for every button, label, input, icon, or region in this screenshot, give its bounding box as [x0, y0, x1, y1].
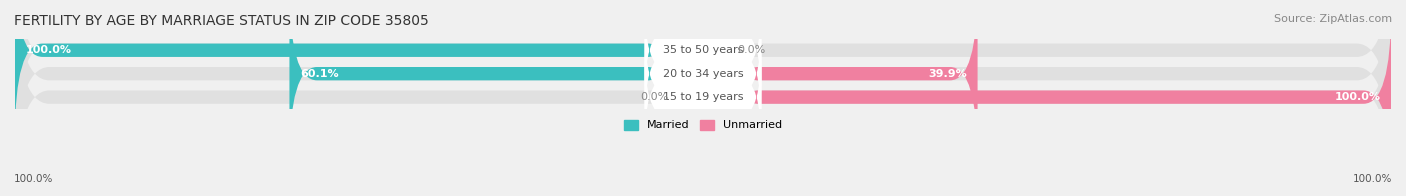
FancyBboxPatch shape [15, 0, 1391, 196]
Text: 20 to 34 years: 20 to 34 years [662, 69, 744, 79]
FancyBboxPatch shape [644, 45, 762, 149]
Text: 60.1%: 60.1% [299, 69, 339, 79]
FancyBboxPatch shape [290, 0, 675, 161]
FancyBboxPatch shape [731, 10, 1391, 184]
FancyBboxPatch shape [644, 0, 762, 102]
Text: 100.0%: 100.0% [1353, 174, 1392, 184]
Text: 0.0%: 0.0% [640, 92, 669, 102]
Text: 35 to 50 years: 35 to 50 years [662, 45, 744, 55]
Legend: Married, Unmarried: Married, Unmarried [620, 115, 786, 135]
FancyBboxPatch shape [731, 0, 977, 161]
FancyBboxPatch shape [644, 22, 762, 125]
Text: 100.0%: 100.0% [14, 174, 53, 184]
FancyBboxPatch shape [15, 0, 1391, 184]
Text: 39.9%: 39.9% [928, 69, 967, 79]
FancyBboxPatch shape [15, 0, 675, 137]
FancyBboxPatch shape [15, 0, 1391, 161]
Text: 0.0%: 0.0% [737, 45, 766, 55]
Text: 100.0%: 100.0% [25, 45, 72, 55]
Text: FERTILITY BY AGE BY MARRIAGE STATUS IN ZIP CODE 35805: FERTILITY BY AGE BY MARRIAGE STATUS IN Z… [14, 14, 429, 28]
Text: 15 to 19 years: 15 to 19 years [662, 92, 744, 102]
Text: Source: ZipAtlas.com: Source: ZipAtlas.com [1274, 14, 1392, 24]
Text: 100.0%: 100.0% [1334, 92, 1381, 102]
